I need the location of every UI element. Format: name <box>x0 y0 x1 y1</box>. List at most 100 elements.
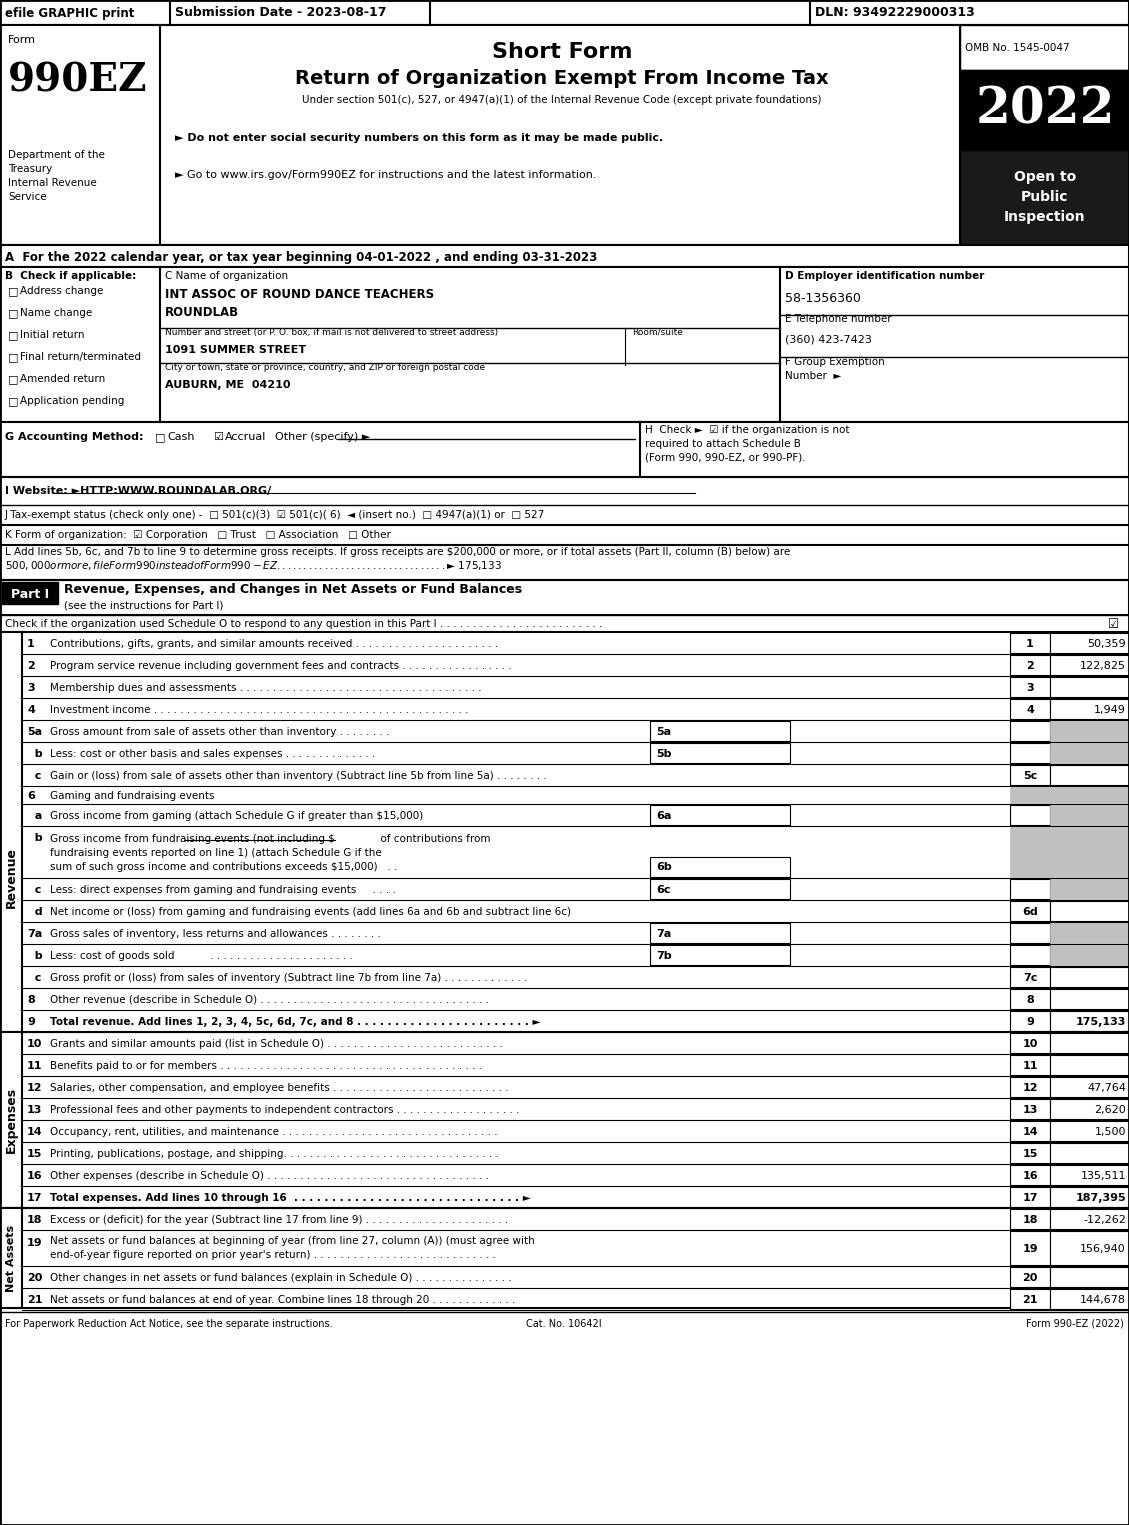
Bar <box>1050 1165 1129 1185</box>
Text: □: □ <box>8 308 18 319</box>
Text: 156,940: 156,940 <box>1080 1244 1126 1254</box>
Text: Total revenue. Add lines 1, 2, 3, 4, 5c, 6d, 7c, and 8 . . . . . . . . . . . . .: Total revenue. Add lines 1, 2, 3, 4, 5c,… <box>50 1017 541 1026</box>
Text: Expenses: Expenses <box>5 1087 18 1153</box>
Bar <box>0 24 1129 246</box>
Bar <box>1050 878 1129 900</box>
Text: J Tax-exempt status (check only one) -  □ 501(c)(3)  ☑ 501(c)( 6)  ◄ (insert no.: J Tax-exempt status (check only one) - □… <box>5 509 545 520</box>
Bar <box>1050 1186 1129 1206</box>
Text: City or town, state or province, country, and ZIP or foreign postal code: City or town, state or province, country… <box>165 363 485 372</box>
Bar <box>0 267 1129 422</box>
Bar <box>1050 1055 1129 1075</box>
Text: c: c <box>27 772 42 781</box>
Bar <box>1050 1121 1129 1141</box>
Bar <box>1010 766 1050 785</box>
Text: Gain or (loss) from sale of assets other than inventory (Subtract line 5b from l: Gain or (loss) from sale of assets other… <box>50 772 546 781</box>
Text: 8: 8 <box>1026 994 1034 1005</box>
Text: Application pending: Application pending <box>20 396 124 406</box>
Text: Gaming and fundraising events: Gaming and fundraising events <box>50 791 215 801</box>
Text: Less: cost or other basis and sales expenses . . . . . . . . . . . . . .: Less: cost or other basis and sales expe… <box>50 749 375 759</box>
Text: Less: cost of goods sold           . . . . . . . . . . . . . . . . . . . . . .: Less: cost of goods sold . . . . . . . .… <box>50 952 352 961</box>
Text: ☑: ☑ <box>213 432 224 442</box>
Text: 3: 3 <box>1026 683 1034 692</box>
Text: Number  ►: Number ► <box>785 371 841 381</box>
Text: ► Do not enter social security numbers on this form as it may be made public.: ► Do not enter social security numbers o… <box>175 133 663 143</box>
Bar <box>1010 967 1050 987</box>
Bar <box>1010 1055 1050 1075</box>
Text: 10: 10 <box>27 1039 43 1049</box>
Bar <box>1050 633 1129 653</box>
Bar <box>1010 1121 1050 1141</box>
Bar <box>650 946 790 965</box>
Text: Gross income from fundraising events (not including $              of contributi: Gross income from fundraising events (no… <box>50 834 490 843</box>
Text: Investment income . . . . . . . . . . . . . . . . . . . . . . . . . . . . . . . : Investment income . . . . . . . . . . . … <box>50 705 469 715</box>
Text: Other revenue (describe in Schedule O) . . . . . . . . . . . . . . . . . . . . .: Other revenue (describe in Schedule O) .… <box>50 994 489 1005</box>
Text: required to attach Schedule B: required to attach Schedule B <box>645 439 800 448</box>
Text: 6b: 6b <box>656 862 672 872</box>
Text: Net assets or fund balances at beginning of year (from line 27, column (A)) (mus: Net assets or fund balances at beginning… <box>50 1235 535 1246</box>
Text: 21: 21 <box>1022 1295 1038 1305</box>
Text: 187,395: 187,395 <box>1076 1193 1126 1203</box>
Text: 14: 14 <box>1022 1127 1038 1138</box>
Bar <box>1050 1289 1129 1308</box>
Text: DLN: 93492229000313: DLN: 93492229000313 <box>815 6 974 20</box>
Text: b: b <box>27 952 43 961</box>
Bar <box>0 0 1129 24</box>
Text: 2: 2 <box>27 660 35 671</box>
Text: □: □ <box>8 287 18 296</box>
Text: efile GRAPHIC print: efile GRAPHIC print <box>5 6 134 20</box>
Text: AUBURN, ME  04210: AUBURN, ME 04210 <box>165 380 290 390</box>
Bar <box>1050 805 1129 825</box>
Text: 5a: 5a <box>656 727 671 737</box>
Text: Salaries, other compensation, and employee benefits . . . . . . . . . . . . . . : Salaries, other compensation, and employ… <box>50 1083 509 1093</box>
Text: a: a <box>27 811 42 820</box>
Text: 19: 19 <box>27 1238 43 1247</box>
Text: 58-1356360: 58-1356360 <box>785 291 861 305</box>
Text: Net assets or fund balances at end of year. Combine lines 18 through 20 . . . . : Net assets or fund balances at end of ye… <box>50 1295 515 1305</box>
Bar <box>650 805 790 825</box>
Text: (Form 990, 990-EZ, or 990-PF).: (Form 990, 990-EZ, or 990-PF). <box>645 453 806 464</box>
Text: -12,262: -12,262 <box>1083 1215 1126 1225</box>
Text: Net Assets: Net Assets <box>6 1225 16 1292</box>
Text: fundraising events reported on line 1) (attach Schedule G if the: fundraising events reported on line 1) (… <box>50 848 382 859</box>
Text: 5b: 5b <box>656 749 672 759</box>
Text: Other (specify) ►: Other (specify) ► <box>275 432 370 442</box>
Bar <box>1050 766 1129 785</box>
Text: 16: 16 <box>27 1171 43 1180</box>
Text: K Form of organization:  ☑ Corporation   □ Trust   □ Association   □ Other: K Form of organization: ☑ Corporation □ … <box>5 531 391 540</box>
Text: 175,133: 175,133 <box>1076 1017 1126 1026</box>
Text: Revenue, Expenses, and Changes in Net Assets or Fund Balances: Revenue, Expenses, and Changes in Net As… <box>64 584 522 596</box>
Text: For Paperwork Reduction Act Notice, see the separate instructions.: For Paperwork Reduction Act Notice, see … <box>5 1319 333 1328</box>
Bar <box>1010 787 1129 804</box>
Text: Accrual: Accrual <box>225 432 266 442</box>
Bar <box>1050 1077 1129 1096</box>
Bar <box>1050 1011 1129 1031</box>
Bar <box>0 1032 1129 1208</box>
Text: 9: 9 <box>1026 1017 1034 1026</box>
Bar <box>650 878 790 900</box>
Text: Occupancy, rent, utilities, and maintenance . . . . . . . . . . . . . . . . . . : Occupancy, rent, utilities, and maintena… <box>50 1127 498 1138</box>
Text: 13: 13 <box>27 1106 43 1115</box>
Bar <box>650 857 790 877</box>
Text: Gross amount from sale of assets other than inventory . . . . . . . .: Gross amount from sale of assets other t… <box>50 727 390 737</box>
Bar <box>0 1208 21 1308</box>
Text: Address change: Address change <box>20 287 104 296</box>
Text: 16: 16 <box>1022 1171 1038 1180</box>
Text: Gross income from gaming (attach Schedule G if greater than $15,000): Gross income from gaming (attach Schedul… <box>50 811 423 820</box>
Bar <box>960 70 1129 149</box>
Text: b: b <box>27 833 43 843</box>
Text: 15: 15 <box>27 1148 43 1159</box>
Text: 2022: 2022 <box>975 85 1114 134</box>
Text: 17: 17 <box>27 1193 43 1203</box>
Text: Benefits paid to or for members . . . . . . . . . . . . . . . . . . . . . . . . : Benefits paid to or for members . . . . … <box>50 1061 482 1071</box>
Text: INT ASSOC OF ROUND DANCE TEACHERS: INT ASSOC OF ROUND DANCE TEACHERS <box>165 288 435 300</box>
Text: 6c: 6c <box>656 884 671 895</box>
Bar <box>1050 1032 1129 1052</box>
Bar <box>650 923 790 942</box>
Text: 2: 2 <box>1026 660 1034 671</box>
Text: □: □ <box>8 329 18 340</box>
Bar <box>1050 721 1129 741</box>
Bar <box>1010 1186 1050 1206</box>
Text: c: c <box>27 973 42 984</box>
Bar <box>1010 721 1050 741</box>
Text: 5c: 5c <box>1023 772 1038 781</box>
